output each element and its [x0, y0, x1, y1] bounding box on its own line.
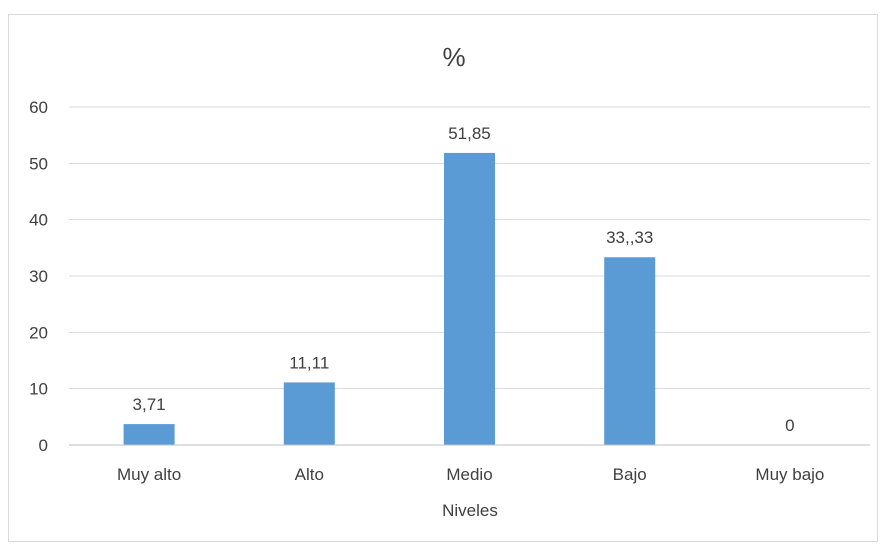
y-tick-label: 60	[29, 98, 48, 117]
y-tick-label: 0	[39, 436, 48, 455]
y-tick-label: 40	[29, 211, 48, 230]
x-tick-label: Alto	[295, 465, 324, 484]
x-axis-title: Niveles	[442, 501, 498, 520]
chart-title: %	[442, 42, 465, 72]
data-label: 33,,33	[606, 228, 653, 247]
y-tick-label: 30	[29, 267, 48, 286]
y-tick-label: 20	[29, 323, 48, 342]
x-axis-ticks: Muy alto Alto Medio Bajo Muy bajo	[117, 465, 824, 484]
data-label: 51,85	[448, 124, 491, 143]
chart-area	[8, 14, 878, 542]
x-tick-label: Medio	[446, 465, 492, 484]
bar	[123, 424, 175, 445]
y-tick-label: 50	[29, 154, 48, 173]
bar	[604, 257, 656, 445]
data-label: 0	[785, 416, 794, 435]
y-tick-label: 10	[29, 380, 48, 399]
x-tick-label: Muy bajo	[755, 465, 824, 484]
bars	[123, 152, 656, 445]
data-label: 3,71	[133, 395, 166, 414]
x-tick-label: Bajo	[613, 465, 647, 484]
bar	[283, 382, 335, 445]
y-axis-ticks: 0 10 20 30 40 50 60	[29, 98, 48, 455]
x-tick-label: Muy alto	[117, 465, 181, 484]
data-label: 11,11	[289, 353, 329, 372]
bar	[444, 152, 495, 445]
data-labels: 3,71 11,11 51,85 33,,33 0	[133, 124, 795, 435]
